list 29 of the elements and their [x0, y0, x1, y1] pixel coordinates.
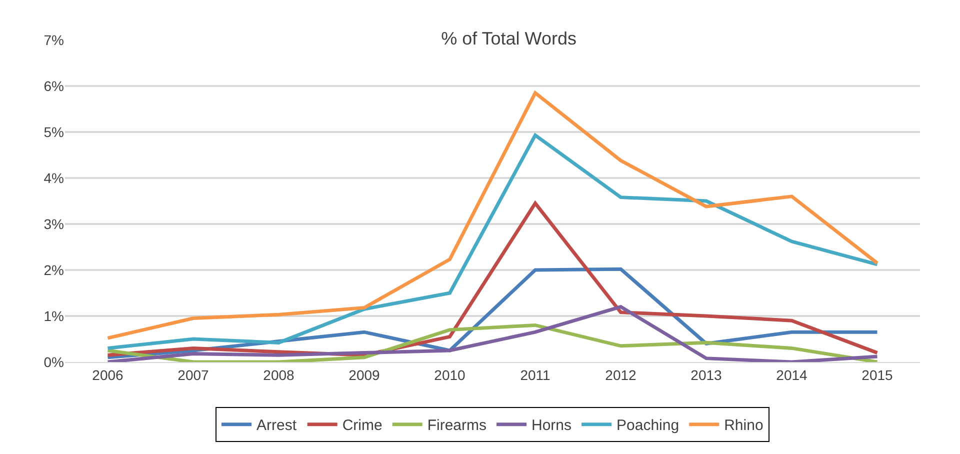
chart-title: % of Total Words	[441, 28, 577, 48]
x-tick-label: 2009	[348, 366, 380, 383]
legend-label: Arrest	[256, 417, 298, 434]
legend-label: Poaching	[616, 417, 680, 434]
legend-label: Crime	[342, 417, 382, 434]
line-series	[106, 133, 879, 350]
y-tick-label: 6%	[44, 78, 64, 94]
legend-label: Rhino	[724, 417, 764, 434]
x-tick-label: 2010	[434, 366, 466, 383]
legend-label: Horns	[532, 417, 572, 434]
legend-label: Firearms	[427, 417, 487, 434]
y-tick-label: 1%	[44, 308, 64, 324]
line-series	[106, 91, 879, 340]
y-tick-label: 4%	[44, 170, 64, 186]
y-tick-label: 5%	[44, 124, 64, 140]
x-tick-label: 2014	[776, 366, 808, 383]
x-tick-label: 2013	[690, 366, 722, 383]
line-series	[106, 323, 879, 362]
x-tick-label: 2007	[178, 366, 210, 383]
x-tick-label: 2006	[92, 366, 124, 383]
line-series	[106, 305, 879, 362]
x-tick-label: 2015	[862, 366, 894, 383]
x-tick-label: 2008	[263, 366, 295, 383]
y-tick-label: 0%	[44, 354, 64, 370]
x-tick-label: 2011	[520, 366, 551, 383]
y-tick-label: 7%	[44, 32, 64, 48]
y-tick-label: 3%	[44, 216, 64, 232]
x-tick-label: 2012	[605, 366, 637, 383]
y-tick-label: 2%	[44, 262, 64, 278]
